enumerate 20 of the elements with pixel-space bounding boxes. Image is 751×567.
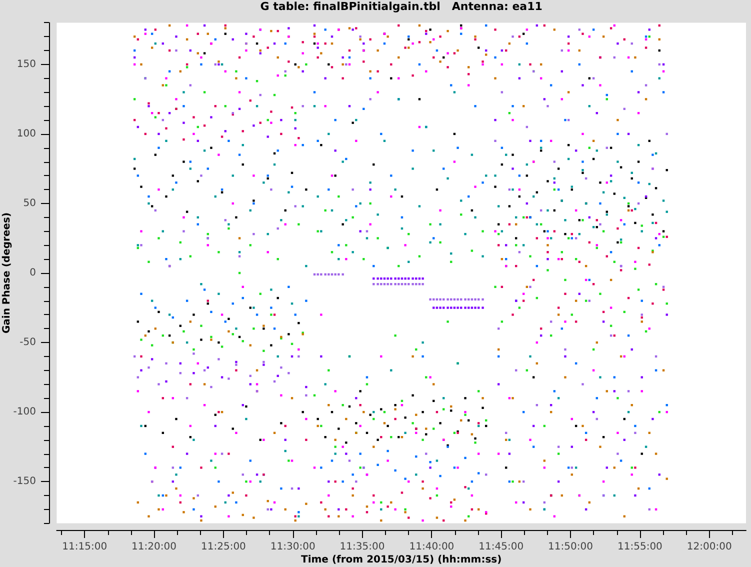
y-tick-label: 50 [23,198,36,209]
x-tick-label: 11:35:00 [340,542,385,552]
x-tick-label: 11:20:00 [132,542,176,552]
y-tick-label: -50 [20,337,36,348]
x-tick-label: 12:00:00 [686,542,732,552]
x-tick-label: 11:55:00 [618,542,662,552]
y-tick-label: -100 [13,406,36,418]
y-axis-title: Gain Phase (degrees) [2,212,12,334]
chart-title: G table: finalBPinitialgain.tbl Antenna: ea11 [260,0,542,13]
y-tick-label: 0 [30,268,36,278]
x-tick-label: 11:30:00 [270,542,316,552]
x-tick-label: 11:45:00 [478,542,524,552]
y-tick-label: 100 [16,128,36,140]
x-axis-title: Time (from 2015/03/15) (hh:mm:ss) [301,554,502,566]
x-tick-label: 11:15:00 [62,542,108,552]
x-tick-label: 11:25:00 [201,542,246,552]
x-tick-label: 11:50:00 [548,542,593,552]
y-tick-label: 150 [16,58,36,70]
y-tick-label: -150 [13,476,36,488]
x-tick-label: 11:40:00 [409,542,454,552]
